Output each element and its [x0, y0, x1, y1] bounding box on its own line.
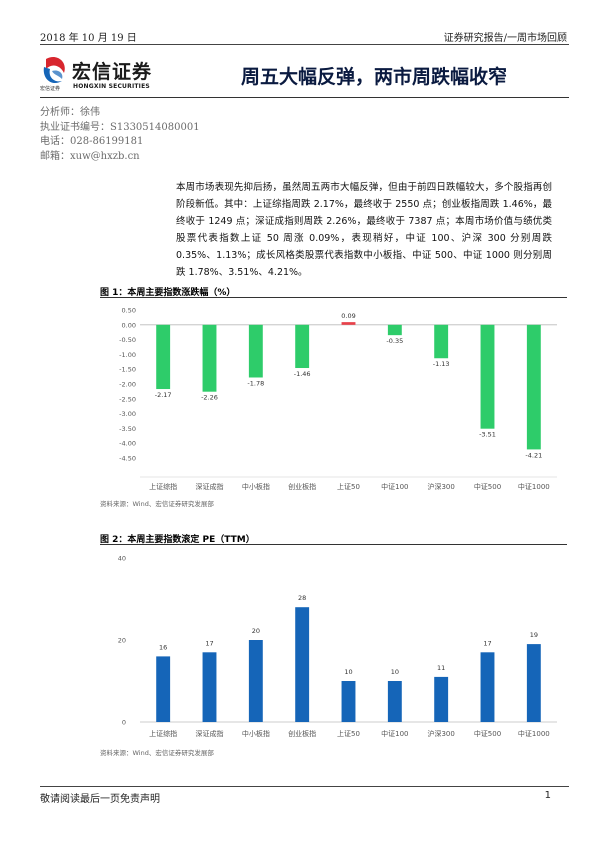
bar — [387, 324, 402, 336]
footer-divider — [40, 786, 569, 787]
bar — [341, 681, 356, 722]
x-category-label: 中证1000 — [518, 729, 550, 738]
x-category-label: 上证50 — [337, 729, 360, 738]
report-title: 周五大幅反弹，两市周跌幅收窄 — [241, 66, 508, 88]
x-category-label: 中小板指 — [242, 729, 270, 738]
x-category-label: 中证100 — [381, 729, 408, 738]
analyst-phone: 电话：028-86199181 — [40, 136, 144, 147]
data-label: -1.13 — [433, 360, 450, 368]
x-category-label: 中证500 — [474, 729, 501, 738]
logo-text-en: HONGXIN SECURITIES — [73, 83, 150, 90]
y-tick-label: 0 — [122, 719, 126, 727]
data-label: 20 — [252, 627, 260, 635]
y-tick-label: 0.00 — [122, 321, 136, 329]
bar — [202, 324, 217, 392]
y-tick-label: -2.50 — [119, 395, 136, 403]
y-tick-label: -1.50 — [119, 366, 136, 374]
y-tick-label: 20 — [118, 637, 126, 645]
bar — [434, 676, 449, 722]
bar — [480, 652, 495, 722]
y-tick-label: 40 — [118, 555, 126, 563]
header-divider — [40, 44, 569, 45]
figure1-source: 资料来源：Wind、宏信证券研究发展部 — [100, 500, 214, 508]
y-tick-label: -3.00 — [119, 410, 136, 418]
data-label: 10 — [344, 668, 352, 676]
data-label: 10 — [391, 668, 399, 676]
x-category-label: 沪深300 — [427, 482, 454, 491]
bar — [248, 640, 263, 722]
data-label: -2.17 — [155, 391, 172, 399]
x-category-label: 创业板指 — [288, 729, 316, 738]
y-tick-label: -2.00 — [119, 381, 136, 389]
x-category-label: 上证50 — [337, 482, 360, 491]
x-category-label: 创业板指 — [288, 482, 316, 491]
bar — [341, 322, 356, 325]
figure1-title: 图 1：本周主要指数涨跌幅（%） — [100, 288, 236, 298]
data-label: 16 — [159, 643, 167, 651]
y-tick-label: -1.00 — [119, 351, 136, 359]
bar — [156, 324, 171, 390]
data-label: 11 — [437, 664, 445, 672]
figure2-source: 资料来源：Wind、宏信证券研究发展部 — [100, 749, 214, 757]
bar — [480, 324, 495, 429]
disclaimer-note: 敬请阅读最后一页免责声明 — [40, 794, 160, 805]
y-tick-label: -4.50 — [119, 455, 136, 463]
data-label: -4.21 — [525, 451, 542, 459]
page-number: 1 — [544, 790, 551, 801]
report-date: 2018 年 10 月 19 日 — [40, 33, 137, 44]
x-category-label: 中证1000 — [518, 482, 550, 491]
data-label: 17 — [483, 639, 491, 647]
x-category-label: 中小板指 — [242, 482, 270, 491]
data-label: -1.46 — [294, 370, 311, 378]
title-divider — [40, 97, 569, 98]
data-label: -3.51 — [479, 431, 496, 439]
data-label: 19 — [530, 631, 538, 639]
bar — [202, 652, 217, 722]
data-label: 0.09 — [341, 312, 355, 320]
data-label: -0.35 — [386, 337, 403, 345]
x-category-label: 中证100 — [381, 482, 408, 491]
bar — [526, 644, 541, 722]
report-type: 证券研究报告/一周市场回顾 — [443, 33, 567, 44]
y-tick-label: -4.00 — [119, 440, 136, 448]
x-category-label: 中证500 — [474, 482, 501, 491]
x-category-label: 沪深300 — [427, 729, 454, 738]
x-category-label: 上证综指 — [149, 482, 177, 491]
logo-subtext-cn: 宏信证券 — [40, 86, 61, 92]
y-tick-label: -0.50 — [119, 336, 136, 344]
analyst-name: 分析师：徐伟 — [40, 107, 100, 118]
data-label: -1.78 — [247, 379, 264, 387]
analyst-cert: 执业证书编号：S1330514080001 — [40, 121, 200, 133]
analyst-info: 分析师：徐伟 执业证书编号：S1330514080001 电话：028-8619… — [40, 106, 200, 164]
bar — [295, 324, 310, 369]
y-tick-label: -3.50 — [119, 425, 136, 433]
bar — [295, 607, 310, 722]
x-category-label: 上证综指 — [149, 729, 177, 738]
data-label: -2.26 — [201, 394, 218, 402]
bar — [156, 656, 171, 722]
bar — [526, 324, 541, 450]
figure1-divider — [100, 297, 567, 298]
bar — [387, 681, 402, 722]
bar — [248, 324, 263, 378]
bar — [434, 324, 449, 359]
pe-bar-chart: 0 20 40 16 上证综指 17 深证成指 20 中小板指 28 创业板指 10 上证50 10 中证1… — [118, 555, 557, 738]
analyst-email[interactable]: 邮箱：xuw@hxzb.cn — [40, 150, 140, 162]
data-label: 17 — [205, 639, 213, 647]
company-logo: 宏信证券 宏信证券 HONGXIN SECURITIES — [40, 55, 160, 95]
x-category-label: 深证成指 — [196, 482, 224, 491]
y-tick-label: 0.50 — [122, 307, 136, 315]
change-bar-chart: 0.50 0.00 -0.50 -1.00 -1.50 -2.00 -2.50 -3.00 -3… — [119, 307, 557, 491]
figure2-title: 图 2：本周主要指数滚定 PE（TTM） — [100, 535, 255, 545]
figure2-divider — [100, 544, 567, 545]
logo-text-cn: 宏信证券 — [72, 61, 153, 83]
summary-paragraph: 本周市场表现先抑后扬，虽然周五两市大幅反弹，但由于前四日跌幅较大，多个股指再创阶… — [176, 182, 552, 278]
logo-emblem-icon — [43, 56, 65, 84]
data-label: 28 — [298, 594, 306, 602]
x-category-label: 深证成指 — [196, 729, 224, 738]
